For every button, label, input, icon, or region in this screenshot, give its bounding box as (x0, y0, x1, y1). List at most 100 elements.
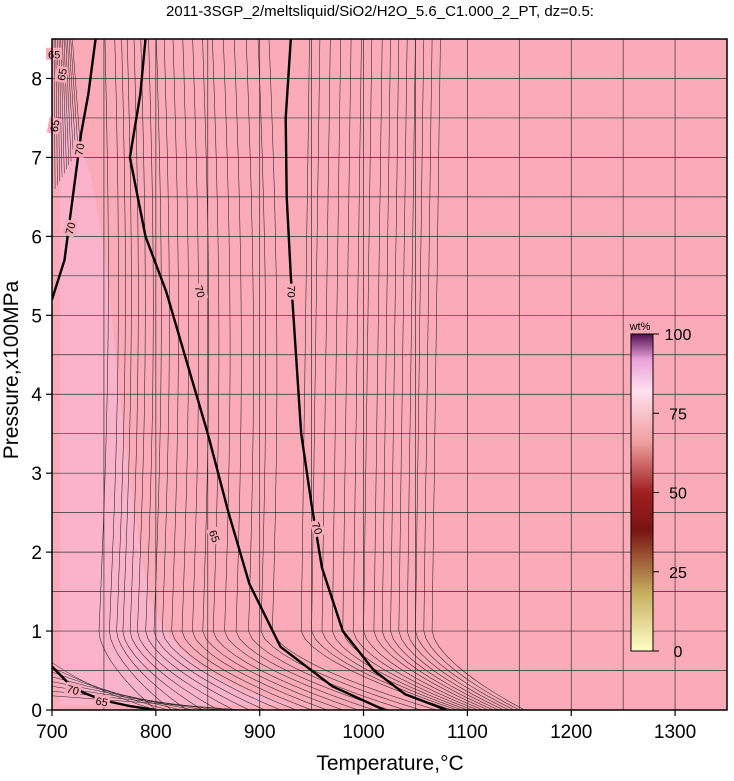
plot-area (52, 39, 727, 710)
minor-contour-line (72, 39, 81, 146)
colorbar-tick-label: 25 (669, 565, 687, 582)
x-tick-label: 800 (140, 722, 172, 743)
minor-contour-line (137, 39, 234, 710)
minor-contour-line (98, 39, 156, 710)
x-tick-label: 1100 (447, 722, 488, 743)
contour-label-text: 70 (65, 683, 80, 698)
minor-contour-line (55, 39, 58, 186)
y-tick-label: 4 (31, 385, 42, 406)
minor-contour-line (67, 39, 74, 158)
contour-label-text: 65 (206, 529, 221, 545)
chart-title: 2011-3SGP_2/meltsliquid/SiO2/H2O_5.6_C1.… (166, 3, 594, 20)
minor-contour-line (52, 667, 169, 710)
contour-label: 65 (93, 693, 111, 710)
minor-contour-line (129, 39, 219, 710)
major-contour-line (128, 39, 385, 710)
minor-contour-line (245, 39, 406, 710)
minor-contour-line (153, 39, 266, 710)
minor-contour-line (300, 39, 452, 710)
colorbar-tick-label: 0 (674, 644, 683, 661)
minor-contour-line (373, 39, 489, 710)
major-contours (52, 39, 448, 710)
minor-contour-line (202, 39, 343, 710)
y-axis-ticks: 0 1 2 3 4 5 6 7 8 (31, 69, 52, 722)
contour-label: 65 (46, 116, 63, 135)
grid-lines (52, 39, 727, 710)
plot-frame (51, 38, 728, 711)
minor-contour-line (212, 39, 359, 710)
minor-contour-line (431, 39, 525, 710)
contour-label-bg (71, 140, 87, 159)
x-tick-label: 1000 (342, 722, 384, 743)
minor-contour-line (311, 39, 458, 710)
y-tick-label: 8 (31, 69, 42, 90)
minor-contour-line (58, 39, 63, 178)
colorbar-title: wt% (629, 321, 651, 333)
contour-label-bg (309, 518, 327, 538)
minor-contour-line (223, 39, 374, 710)
y-axis-label: Pressure,x100MPa (0, 280, 23, 459)
minor-contour-line (398, 39, 504, 710)
contour-label-text: 65 (49, 119, 63, 133)
x-tick-label: 1300 (654, 722, 696, 743)
colorbar-gradient (630, 333, 654, 652)
minor-contour-line (53, 39, 56, 190)
contour-label-bg (46, 116, 62, 135)
minor-contour-line (390, 39, 499, 710)
contour-label-bg (46, 47, 63, 60)
contour-label-text: 65 (95, 696, 109, 710)
contour-label-text: 70 (74, 143, 88, 157)
y-tick-label: 1 (31, 622, 42, 643)
contour-label-text: 70 (284, 285, 296, 297)
minor-contour-line (192, 39, 328, 710)
major-contour-line (52, 665, 156, 710)
minor-contour-line (415, 39, 515, 710)
y-tick-label: 7 (31, 148, 42, 169)
contour-label-text: 70 (309, 521, 324, 537)
x-tick-label: 1200 (550, 722, 592, 743)
contour-label-bg (206, 526, 224, 546)
colorbar-ticks: 0 25 50 75 100 (653, 327, 691, 661)
minor-contour-line (52, 695, 244, 710)
minor-contour-line (52, 676, 194, 710)
contour-label: 70 (192, 282, 209, 301)
minor-contour-line (57, 39, 60, 182)
major-contour-line (52, 39, 97, 300)
minor-contour-line (332, 39, 468, 710)
colorbar-tick-label: 75 (669, 406, 687, 423)
minor-contour-line (70, 39, 79, 150)
minor-contour-line (62, 39, 67, 170)
contour-label-bg (61, 218, 78, 238)
colorbar: wt% 0 25 50 75 100 (629, 321, 692, 661)
contour-label: 70 (71, 140, 88, 159)
minor-contour-line (363, 39, 484, 710)
minor-contour-line (145, 39, 250, 710)
contour-label-bg (93, 693, 111, 709)
minor-contour-line (234, 39, 390, 710)
y-tick-label: 6 (31, 227, 42, 248)
colorbar-tick-label: 100 (665, 327, 692, 344)
contour-label-text: 70 (64, 221, 79, 236)
contour-label: 70 (284, 283, 298, 300)
y-tick-label: 3 (31, 464, 42, 485)
minor-contour-line (65, 39, 72, 162)
minor-contour-line (60, 39, 65, 174)
minor-contour-line (342, 39, 473, 710)
major-contour-line (284, 39, 448, 710)
contour-label: 65 (46, 47, 63, 61)
x-tick-label: 900 (244, 722, 276, 743)
contour-label-bg (63, 681, 83, 698)
colorbar-tick-label: 50 (669, 486, 687, 503)
y-tick-label: 2 (31, 543, 42, 564)
minor-contour-line (352, 39, 478, 710)
minor-contour-line (381, 39, 494, 710)
contour-label-text: 65 (56, 68, 70, 82)
x-axis-label: Temperature,°C (316, 752, 463, 775)
minor-contour-line (63, 39, 70, 166)
minor-contour-line (171, 39, 297, 710)
contour-label-text: 65 (48, 49, 60, 61)
contour-label-bg (285, 283, 298, 300)
y-tick-label: 0 (31, 701, 42, 722)
